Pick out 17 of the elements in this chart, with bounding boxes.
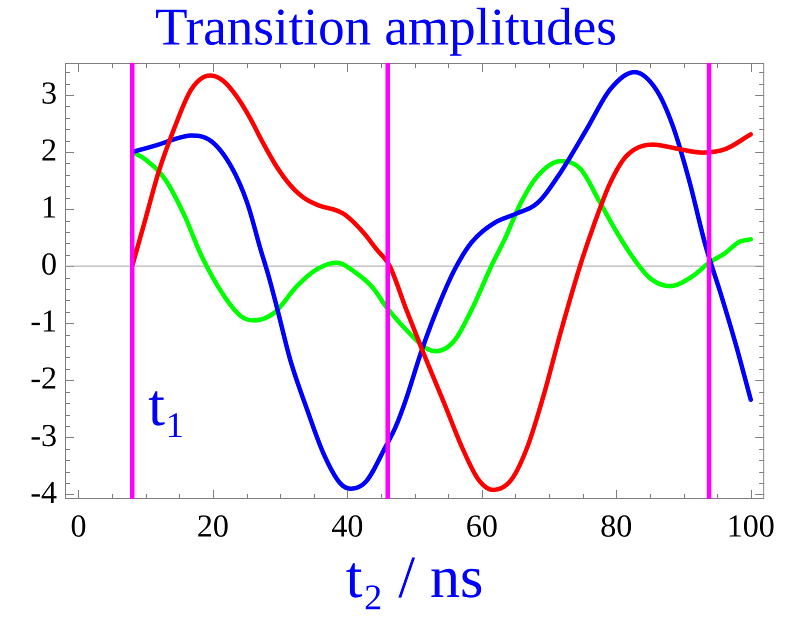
y-tick-label: -1 [30,302,57,339]
y-tick-label: 2 [41,131,57,168]
x-tick-label: 60 [466,508,498,544]
x-tick-label: 80 [600,508,632,544]
x-tick-label: 20 [196,508,229,544]
x-tick-label: 100 [726,508,775,544]
x-tick-label: 0 [70,508,86,544]
y-tick-label: 3 [41,74,57,110]
ref-line-label: t₁ [148,372,186,438]
x-tick-label: 40 [331,508,364,544]
y-tick-label: -2 [30,360,57,396]
y-tick-label: -3 [30,416,57,453]
x-axis-title: t₂ / ns [346,544,484,610]
chart-title: Transition amplitudes [155,0,617,56]
y-tick-label: 0 [41,246,57,282]
y-tick-label: -4 [30,474,57,510]
y-tick-label: 1 [41,188,57,224]
